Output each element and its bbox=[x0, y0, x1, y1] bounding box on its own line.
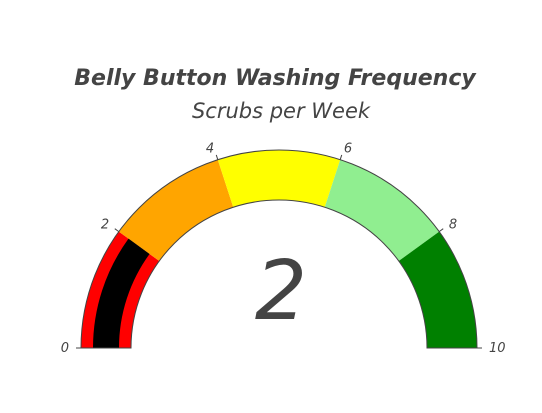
chart-title: Belly Button Washing Frequency bbox=[74, 66, 477, 91]
gauge-step-3 bbox=[324, 159, 440, 262]
tick-label-8: 8 bbox=[449, 218, 457, 233]
chart-subtitle: Scrubs per Week bbox=[192, 99, 371, 123]
tick-mark-8 bbox=[438, 228, 444, 233]
gauge-step-2 bbox=[217, 149, 341, 208]
tick-label-10: 10 bbox=[489, 341, 506, 356]
tick-label-2: 2 bbox=[101, 218, 109, 233]
gauge-step-1 bbox=[118, 159, 234, 262]
tick-mark-4 bbox=[215, 154, 219, 160]
gauge-ticks: 0 2 4 6 8 10 bbox=[61, 141, 506, 356]
tick-mark-2 bbox=[114, 228, 120, 233]
gauge-value-label: 2 bbox=[255, 244, 307, 339]
tick-label-6: 6 bbox=[344, 141, 352, 156]
tick-label-0: 0 bbox=[61, 341, 69, 356]
gauge-step-4 bbox=[398, 231, 477, 348]
gauge-outline bbox=[80, 149, 478, 349]
tick-label-4: 4 bbox=[206, 141, 214, 156]
gauge-value-bar bbox=[93, 238, 150, 348]
gauge-value-bar-group bbox=[93, 238, 150, 348]
tick-mark-6 bbox=[339, 154, 343, 160]
